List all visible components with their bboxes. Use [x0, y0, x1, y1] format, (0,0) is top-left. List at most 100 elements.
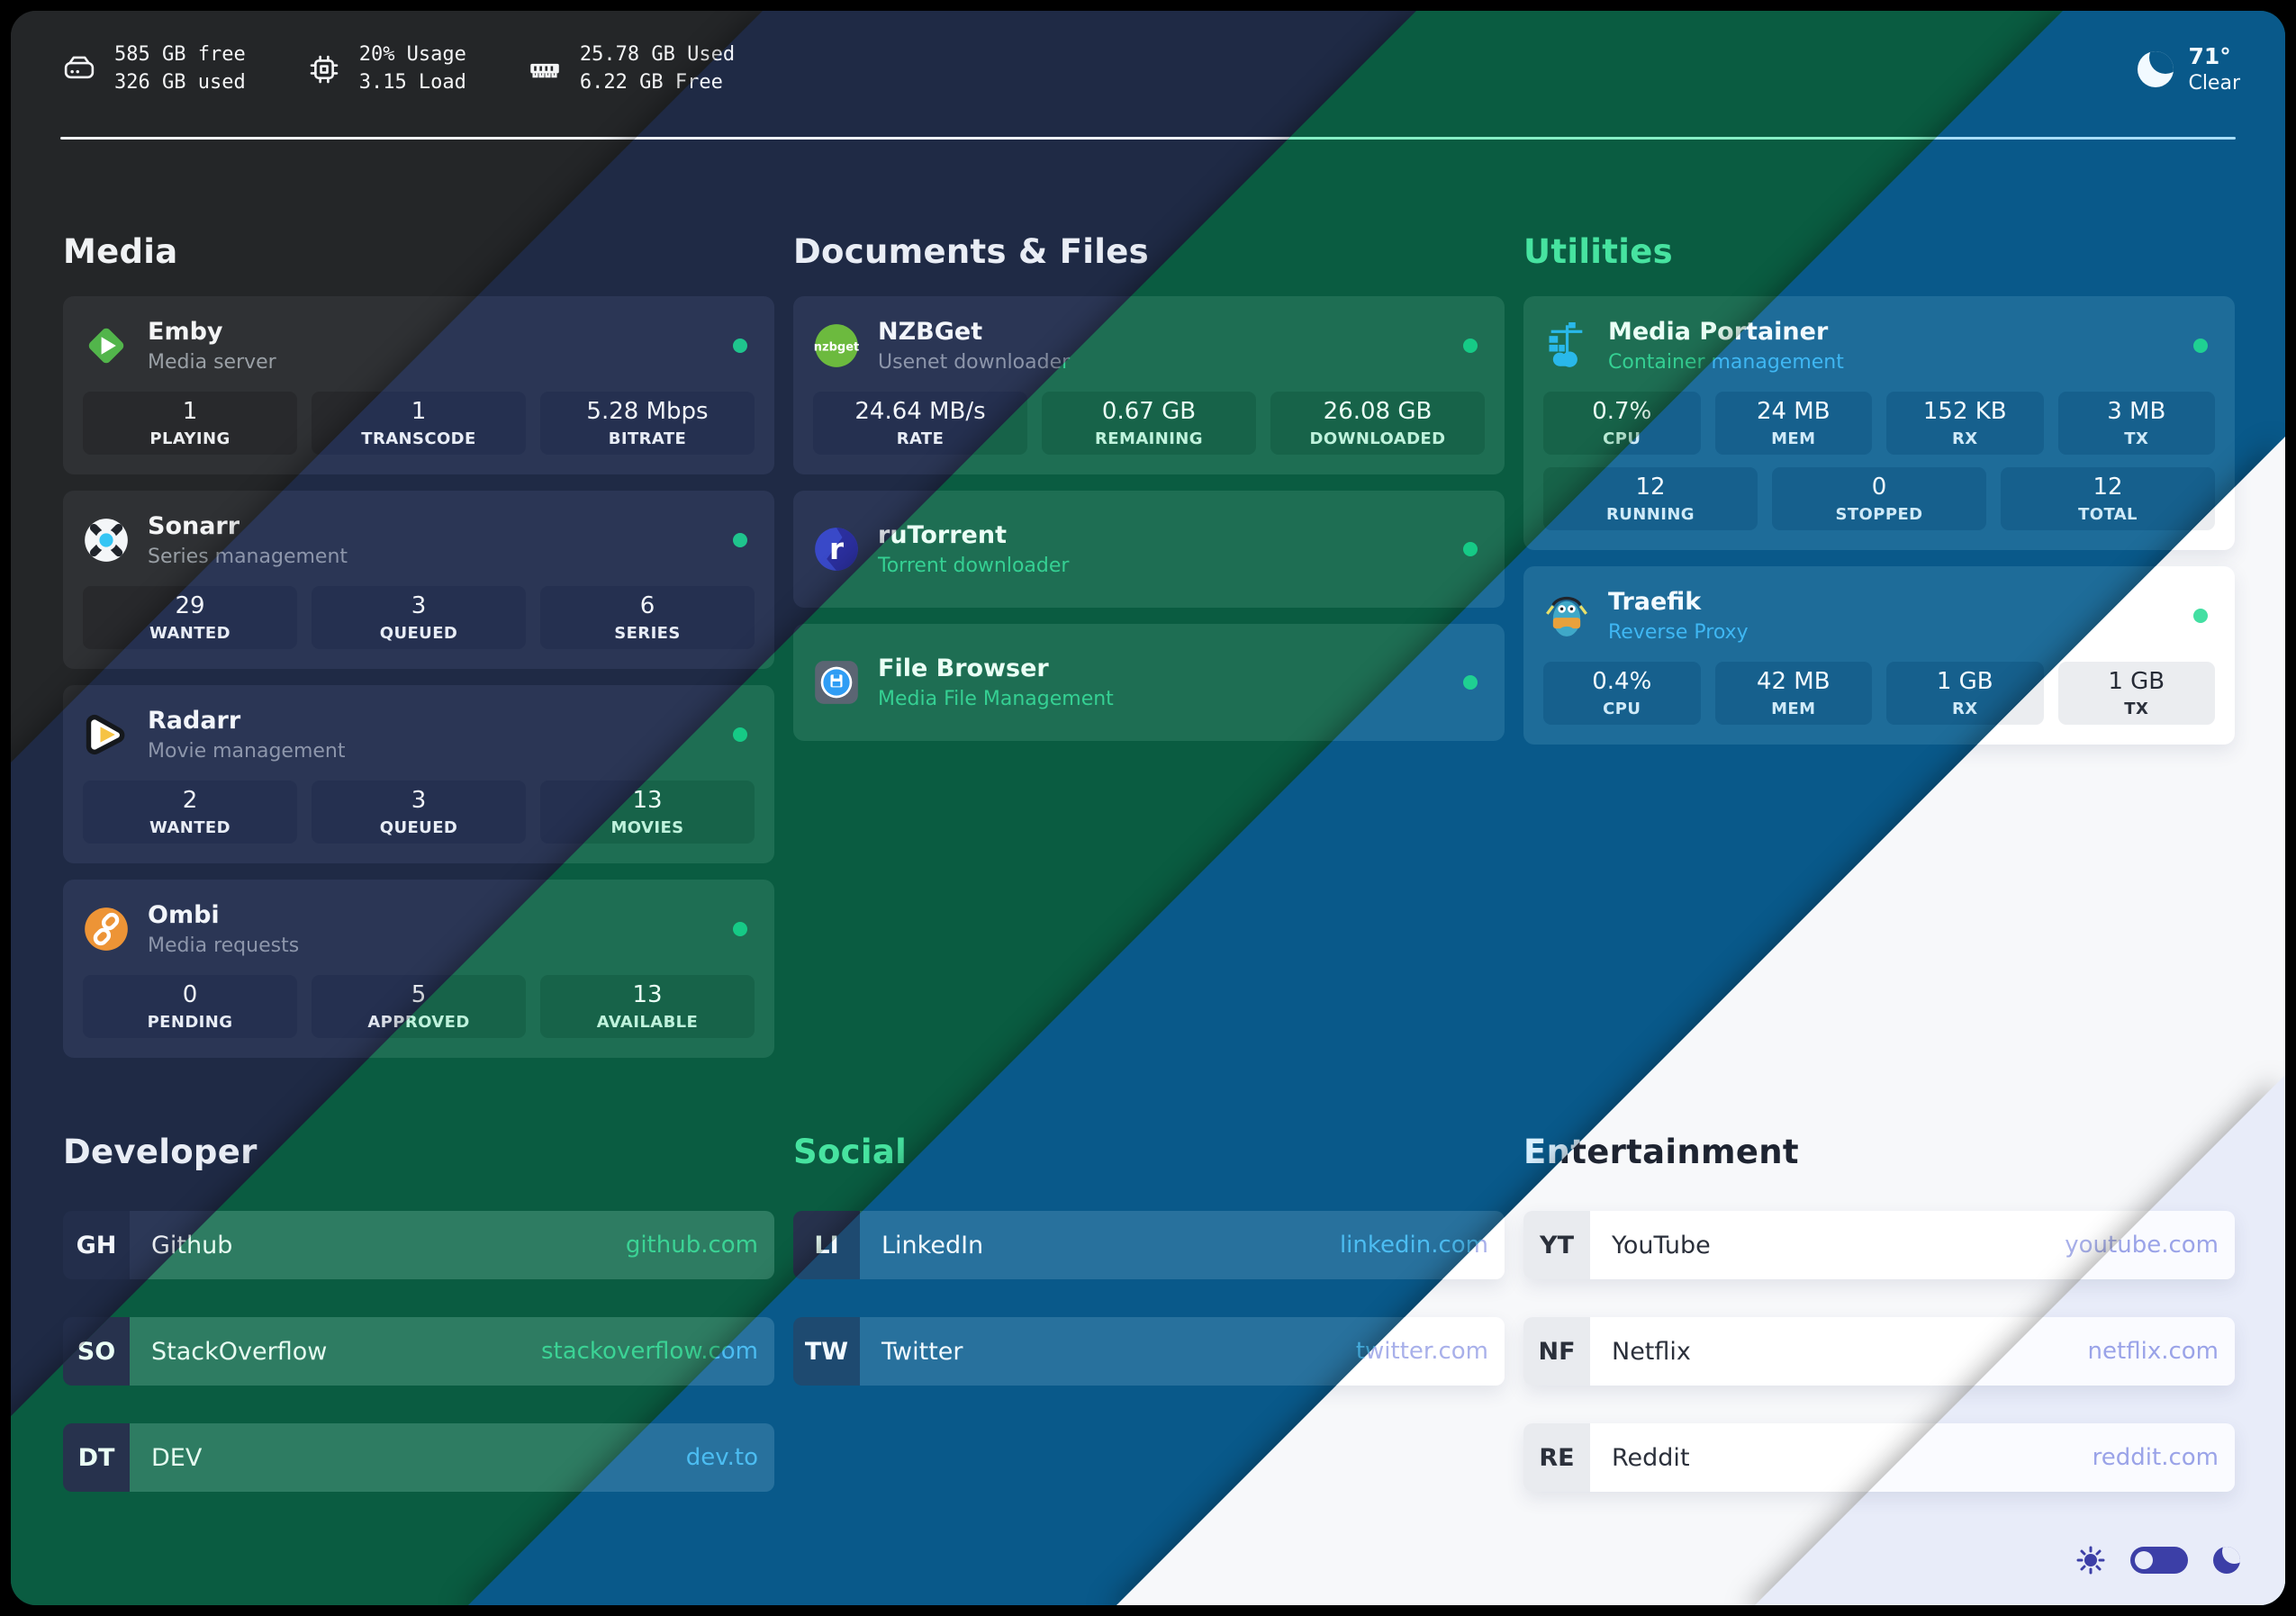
stat-box: 1 TRANSCODE	[312, 392, 526, 455]
disk-free: 585 GB free	[114, 43, 246, 66]
ram-used: 25.78 GB Used	[579, 43, 736, 66]
link-row-reddit[interactable]: RE Reddit reddit.com	[1523, 1423, 2235, 1492]
status-online-dot	[1463, 542, 1478, 556]
app-name: Ombi	[148, 901, 220, 929]
app-description: Movie management	[148, 740, 346, 763]
section-documents: Documents & Files nzbget NZBGet Usenet d…	[793, 232, 1505, 741]
cpu-usage: 20% Usage	[358, 43, 466, 66]
link-name: StackOverflow	[151, 1337, 328, 1366]
section-title: Documents & Files	[793, 232, 1149, 271]
portainer-icon	[1543, 322, 1590, 369]
cpu-load: 3.15 Load	[358, 70, 466, 94]
stat-box: 5.28 Mbps BITRATE	[540, 392, 755, 455]
link-name: YouTube	[1612, 1231, 1711, 1259]
stat-box: 12 RUNNING	[1543, 467, 1758, 530]
app-card-filebrowser[interactable]: File Browser Media File Management	[793, 624, 1505, 741]
disk-metric: 585 GB free 326 GB used	[60, 41, 246, 97]
cpu-metric: 20% Usage 3.15 Load	[305, 41, 466, 97]
dark-mode-moon-icon[interactable]	[2213, 1547, 2240, 1574]
stat-box: 6 SERIES	[540, 586, 755, 649]
emby-icon	[83, 322, 130, 369]
emby-icon	[83, 322, 130, 369]
stat-box: 24 MB MEM	[1714, 392, 1872, 455]
app-description: Usenet downloader	[878, 351, 1071, 374]
stat-box: 0 STOPPED	[1772, 467, 1986, 530]
section-title: Documents & Files	[793, 232, 1149, 271]
app-description: Media File Management	[878, 688, 1114, 710]
link-tag: GH	[63, 1211, 130, 1279]
app-name: Emby	[148, 318, 223, 346]
stat-box: 42 MB MEM	[1714, 662, 1872, 725]
status-online-dot	[733, 922, 747, 936]
app-card-sonarr[interactable]: Sonarr Series management 29 WANTED	[63, 491, 774, 669]
app-card-portainer[interactable]: Media Portainer Container management 0.7…	[1523, 296, 2235, 550]
ram-metric: 25.78 GB Used 6.22 GB Free	[526, 41, 735, 97]
sonarr-icon	[83, 517, 130, 564]
theme-toggle-switch[interactable]	[2130, 1547, 2188, 1574]
link-row-youtube[interactable]: YT YouTube youtube.com	[1523, 1211, 2235, 1279]
disk-metric: 585 GB free 326 GB used	[60, 41, 246, 97]
app-description: Media requests	[148, 934, 300, 957]
link-row-dev[interactable]: DT DEV dev.to	[63, 1423, 774, 1492]
status-online-dot	[733, 339, 747, 353]
stat-box: 0.67 GB REMAINING	[1042, 392, 1256, 455]
status-online-dot	[1463, 675, 1478, 690]
svg-text:r: r	[829, 532, 844, 566]
weather-widget: 71° Clear	[2138, 42, 2240, 95]
app-name: Traefik	[1608, 588, 1702, 616]
status-online-dot	[733, 339, 747, 353]
link-row-github[interactable]: GH Github github.com	[63, 1211, 774, 1279]
link-tag: RE	[1523, 1423, 1590, 1492]
link-row-linkedin[interactable]: LI LinkedIn linkedin.com	[793, 1211, 1505, 1279]
link-url: dev.to	[685, 1444, 758, 1471]
link-url: reddit.com	[2092, 1444, 2219, 1471]
link-url: github.com	[625, 1232, 758, 1259]
stat-box: 1 PLAYING	[83, 392, 297, 455]
link-row-github[interactable]: GH Github github.com	[63, 1211, 774, 1279]
ombi-icon	[83, 906, 130, 952]
cpu-metric: 20% Usage 3.15 Load	[305, 41, 466, 97]
section-title: Developer	[63, 1133, 258, 1171]
app-card-radarr[interactable]: Radarr Movie management 2 WANTED 3	[63, 685, 774, 863]
rutorrent-icon: r	[813, 526, 860, 573]
status-online-dot	[733, 922, 747, 936]
link-tag: SO	[63, 1317, 130, 1386]
link-url: linkedin.com	[1339, 1232, 1488, 1259]
app-card-emby[interactable]: Emby Media server 1 PLAYING 1	[63, 296, 774, 474]
stat-box: 1 GB TX	[2057, 662, 2215, 725]
app-name: Radarr	[148, 707, 241, 735]
stat-box: 26.08 GB DOWNLOADED	[1270, 392, 1485, 455]
moon-icon	[2138, 50, 2174, 87]
app-name: File Browser	[878, 655, 1049, 682]
app-card-nzbget[interactable]: nzbget NZBGet Usenet downloader 24.64 MB…	[793, 296, 1505, 474]
weather-temperature: 71°	[2188, 43, 2231, 70]
link-tag: TW	[793, 1317, 860, 1386]
app-description: Reverse Proxy	[1608, 621, 1749, 644]
section-title: Entertainment	[1523, 1133, 1799, 1171]
stat-box: 6 SERIES	[540, 586, 755, 649]
svg-text:r: r	[829, 532, 844, 566]
app-card-traefik[interactable]: Traefik Reverse Proxy 0.4% CPU 42 M	[1523, 566, 2235, 745]
stat-box: 3 QUEUED	[312, 781, 526, 844]
stat-box: 0 PENDING	[83, 975, 297, 1038]
app-sections: Media Emby Media server	[63, 232, 2235, 1058]
stat-box: 1 GB RX	[1886, 662, 2044, 725]
status-online-dot	[1463, 339, 1478, 353]
link-row-linkedin[interactable]: LI LinkedIn linkedin.com	[793, 1211, 1505, 1279]
stat-box: 0.7% CPU	[1543, 392, 1701, 455]
app-description: Reverse Proxy	[1608, 621, 1749, 644]
app-card-rutorrent[interactable]: r ruTorrent Torrent downloader	[793, 491, 1505, 608]
app-card-ombi[interactable]: Ombi Media requests 0 PENDING 5	[63, 880, 774, 1058]
link-row-netflix[interactable]: NF Netflix netflix.com	[1523, 1317, 2235, 1386]
stat-box: 3 QUEUED	[312, 781, 526, 844]
weather-condition: Clear	[2188, 71, 2240, 95]
link-row-stackoverflow[interactable]: SO StackOverflow stackoverflow.com	[63, 1317, 774, 1386]
link-row-twitter[interactable]: TW Twitter twitter.com	[793, 1317, 1505, 1386]
svg-text:nzbget: nzbget	[814, 340, 859, 354]
stat-box: 0.4% CPU	[1543, 662, 1701, 725]
sun-icon[interactable]	[2076, 1546, 2105, 1575]
app-card-filebrowser[interactable]: File Browser Media File Management	[793, 624, 1505, 741]
link-sections: Developer GH Github github.com SO StackOv…	[63, 1133, 2235, 1492]
stat-box: 0.67 GB REMAINING	[1042, 392, 1256, 455]
